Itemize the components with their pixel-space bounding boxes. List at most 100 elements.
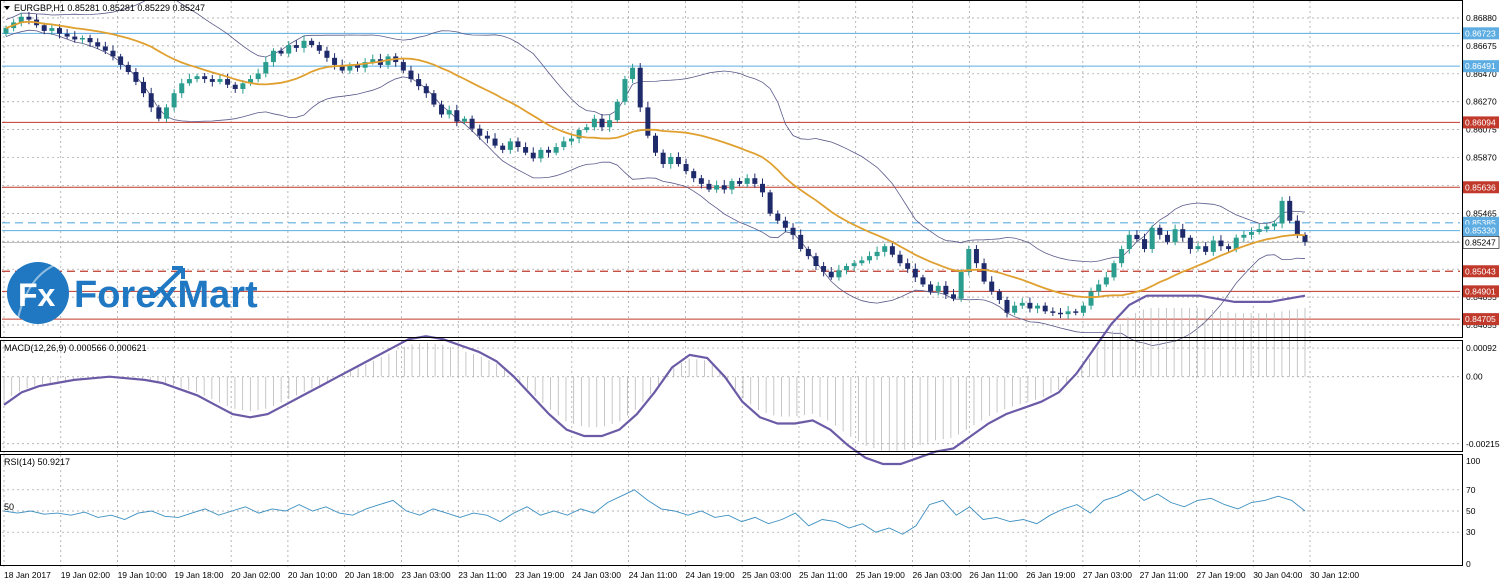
candle-body (163, 107, 169, 119)
price-tick-label: 0.86075 (1466, 125, 1497, 135)
time-tick-label: 18 Jan 2017 (4, 570, 51, 580)
candle-body (844, 266, 850, 271)
time-tick-label: 20 Jan 18:00 (345, 570, 394, 580)
time-tick-label: 20 Jan 10:00 (288, 570, 337, 580)
candle-body (1012, 305, 1018, 313)
candle-body (1157, 227, 1163, 235)
level-label-box (1463, 60, 1499, 73)
candle-body (1287, 200, 1293, 221)
price-level-labels: 0.86723 0.86491 0.86094 0.85636 0.853850.853… (1462, 27, 1500, 326)
candle-body (316, 45, 322, 51)
candle-body (26, 16, 32, 20)
level-label-text: 0.84901 (1465, 286, 1496, 296)
candle-body (630, 67, 636, 80)
candle-body (1218, 240, 1224, 247)
candle-body (1210, 240, 1216, 252)
candle-body (645, 107, 651, 136)
candle-body (920, 277, 926, 285)
candle-body (362, 62, 368, 68)
time-tick-label: 25 Jan 11:00 (799, 570, 848, 580)
logo-swoosh-icon (17, 261, 65, 319)
rsi-line (3, 489, 1306, 535)
candle-body (591, 118, 597, 128)
candle-body (668, 156, 674, 165)
candle-body (1203, 246, 1209, 252)
candle-body (186, 79, 192, 84)
candle-body (49, 28, 55, 31)
candle-body (698, 178, 704, 184)
price-tick-label: 0.86675 (1466, 41, 1497, 51)
candle-body (1241, 234, 1247, 238)
macd-tick-label: 0.00092 (1466, 343, 1497, 353)
candle-body (416, 79, 422, 87)
candle-body (882, 246, 888, 252)
candle-body (56, 28, 62, 34)
candle-body (1111, 263, 1117, 278)
level-label-text: 0.85636 (1465, 182, 1496, 192)
dropdown-triangle-icon[interactable] (4, 6, 10, 10)
moving-average-line (5, 20, 1306, 299)
time-tick-label: 27 Jan 19:00 (1196, 570, 1245, 580)
candle-body (530, 152, 536, 159)
rsi-tick-label: 0 (1466, 559, 1471, 569)
candle-body (1172, 229, 1178, 242)
candle-body (943, 285, 949, 295)
candle-body (354, 64, 360, 68)
last-price-box (1462, 236, 1500, 249)
level-label-text: 0.86094 (1465, 117, 1496, 127)
candle-body (515, 141, 521, 148)
candle-body (1302, 234, 1308, 242)
candle-body (209, 79, 215, 82)
candle-body (614, 101, 620, 121)
level-label-box (1463, 265, 1499, 278)
candle-body (553, 147, 559, 153)
rsi-title: RSI(14) 50.9217 (4, 457, 70, 467)
price-tick-label: 0.86880 (1466, 13, 1497, 23)
candle-body (240, 83, 246, 89)
macd-histogram (3, 307, 1306, 451)
candle-body (996, 291, 1002, 301)
candle-body (141, 81, 147, 94)
time-axis-ticks: 18 Jan 2017 19 Jan 02:00 19 Jan 10:00 19 Ja… (4, 570, 1359, 580)
candle-body (1050, 311, 1056, 313)
candle-body (202, 76, 208, 80)
candle-body (675, 156, 681, 165)
candle-body (439, 104, 445, 115)
candle-body (691, 171, 697, 179)
candle-body (309, 40, 315, 46)
candle-body (18, 16, 24, 23)
rsi-tick-label: 70 (1466, 485, 1476, 495)
level-label-box (1463, 181, 1499, 194)
candle-body (1027, 302, 1033, 309)
candle-body (301, 40, 307, 48)
time-tick-label: 27 Jan 03:00 (1083, 570, 1132, 580)
candle-body (125, 64, 131, 72)
price-tick-label: 0.85870 (1466, 153, 1497, 163)
candle-body (1256, 229, 1262, 233)
candle-body (263, 62, 269, 74)
candle-body (1057, 312, 1063, 315)
candle-body (989, 281, 995, 292)
candle-body (1035, 305, 1041, 309)
candle-body (851, 263, 857, 267)
candle-body (981, 263, 987, 282)
candle-body (477, 128, 483, 136)
price-panel-border (0, 0, 1463, 338)
level-label-box (1463, 285, 1499, 298)
candle-body (767, 192, 773, 214)
candle-body (461, 118, 467, 122)
level-label-box (1463, 313, 1499, 326)
macd-panel-border (0, 340, 1463, 452)
candle-body (500, 145, 506, 150)
time-tick-label: 25 Jan 03:00 (742, 570, 791, 580)
candle-body (270, 50, 276, 63)
candle-body (1233, 237, 1239, 250)
candle-body (928, 284, 934, 292)
candle-body (79, 37, 85, 40)
price-tick-label: 0.86470 (1466, 69, 1497, 79)
candle-body (102, 46, 108, 51)
candle-body (454, 110, 460, 122)
level-label-text: 0.85385 (1465, 218, 1496, 228)
candle-body (41, 25, 47, 31)
time-tick-label: 26 Jan 19:00 (1026, 570, 1075, 580)
